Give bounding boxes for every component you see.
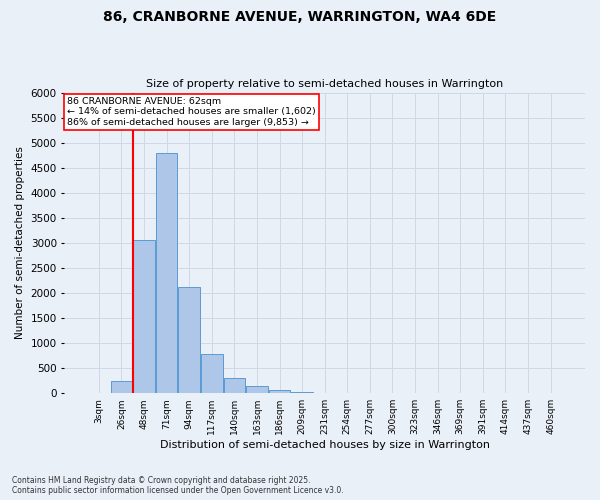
Bar [133,240,155,393]
Bar [178,287,200,393]
Text: 86, CRANBORNE AVENUE, WARRINGTON, WA4 6DE: 86, CRANBORNE AVENUE, WARRINGTON, WA4 6D… [103,10,497,24]
Bar [201,354,223,393]
Bar [246,386,268,393]
Bar [110,381,132,393]
Y-axis label: Number of semi-detached properties: Number of semi-detached properties [15,146,25,340]
X-axis label: Distribution of semi-detached houses by size in Warrington: Distribution of semi-detached houses by … [160,440,490,450]
Bar [292,392,313,393]
Text: 86 CRANBORNE AVENUE: 62sqm
← 14% of semi-detached houses are smaller (1,602)
86%: 86 CRANBORNE AVENUE: 62sqm ← 14% of semi… [67,97,316,127]
Text: Contains HM Land Registry data © Crown copyright and database right 2025.
Contai: Contains HM Land Registry data © Crown c… [12,476,344,495]
Bar [314,392,335,393]
Bar [224,378,245,393]
Bar [156,152,178,393]
Title: Size of property relative to semi-detached houses in Warrington: Size of property relative to semi-detach… [146,79,503,89]
Bar [269,390,290,393]
